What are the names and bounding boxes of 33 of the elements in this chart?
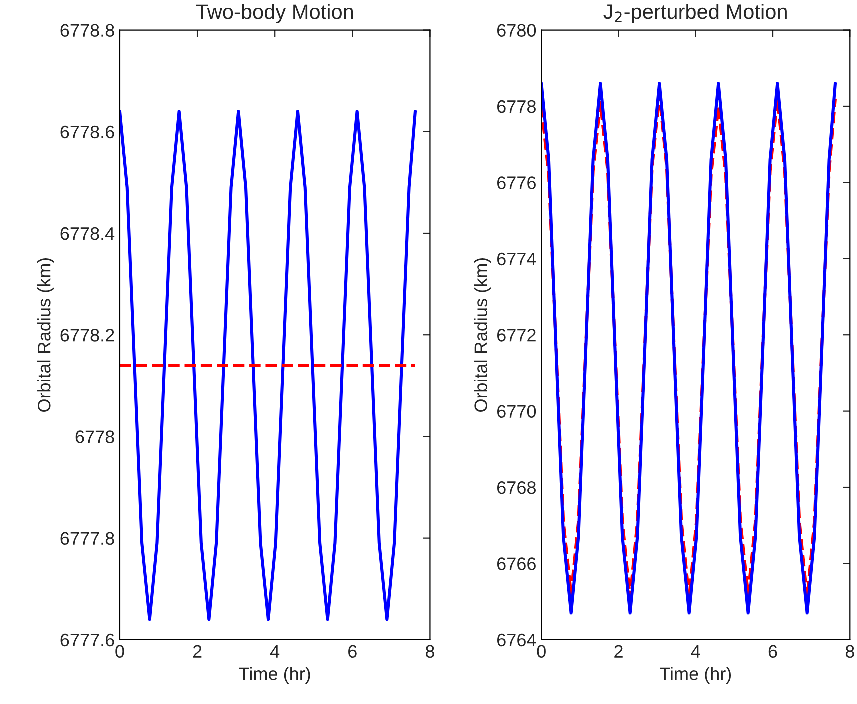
x-tick-label: 8: [426, 645, 434, 658]
y-tick-label: 6778.4: [60, 227, 115, 240]
x-tick-label: 0: [537, 645, 546, 658]
y-tick-label: 6780: [498, 24, 536, 37]
x-tick-label: 2: [193, 645, 202, 658]
y-tick-label: 6777.6: [60, 634, 114, 647]
y-tick-label: 6764: [498, 634, 536, 647]
y-tick-label: 6770: [498, 405, 536, 418]
x-tick-label: 6: [348, 645, 357, 658]
x-tick-label: 0: [116, 645, 124, 658]
x-tick-label: 2: [614, 645, 623, 658]
y-tick-label: 6778.6: [60, 126, 114, 139]
y-tick-label: 6772: [498, 329, 536, 342]
chart-title: J$_{2}$-perturbed Motion: [604, 4, 787, 24]
y-axis-title: Orbital Radius (km): [474, 258, 492, 412]
y-tick-label: 6774: [498, 252, 536, 266]
y-tick-label: 6778: [498, 100, 536, 114]
x-axis-title: Time (hr): [660, 667, 732, 684]
line-series: [120, 110, 418, 622]
chart-title: Two-body Motion: [196, 4, 354, 24]
y-tick-label: 6768: [498, 481, 536, 494]
x-axis-title: Time (hr): [239, 667, 310, 684]
y-tick-label: 6776: [498, 176, 536, 190]
y-tick-label: 6778.8: [60, 24, 114, 37]
y-tick-label: 6766: [498, 558, 536, 570]
y-axis-title: Orbital Radius (km): [38, 258, 54, 412]
x-tick-label: 4: [270, 645, 280, 658]
x-tick-label: 8: [846, 645, 854, 658]
x-tick-label: 6: [768, 645, 778, 658]
y-tick-label: 6778.2: [60, 329, 114, 342]
y-tick-label: 6777.8: [60, 532, 114, 546]
x-tick-label: 4: [691, 645, 700, 658]
y-tick-label: 6778: [76, 430, 114, 444]
